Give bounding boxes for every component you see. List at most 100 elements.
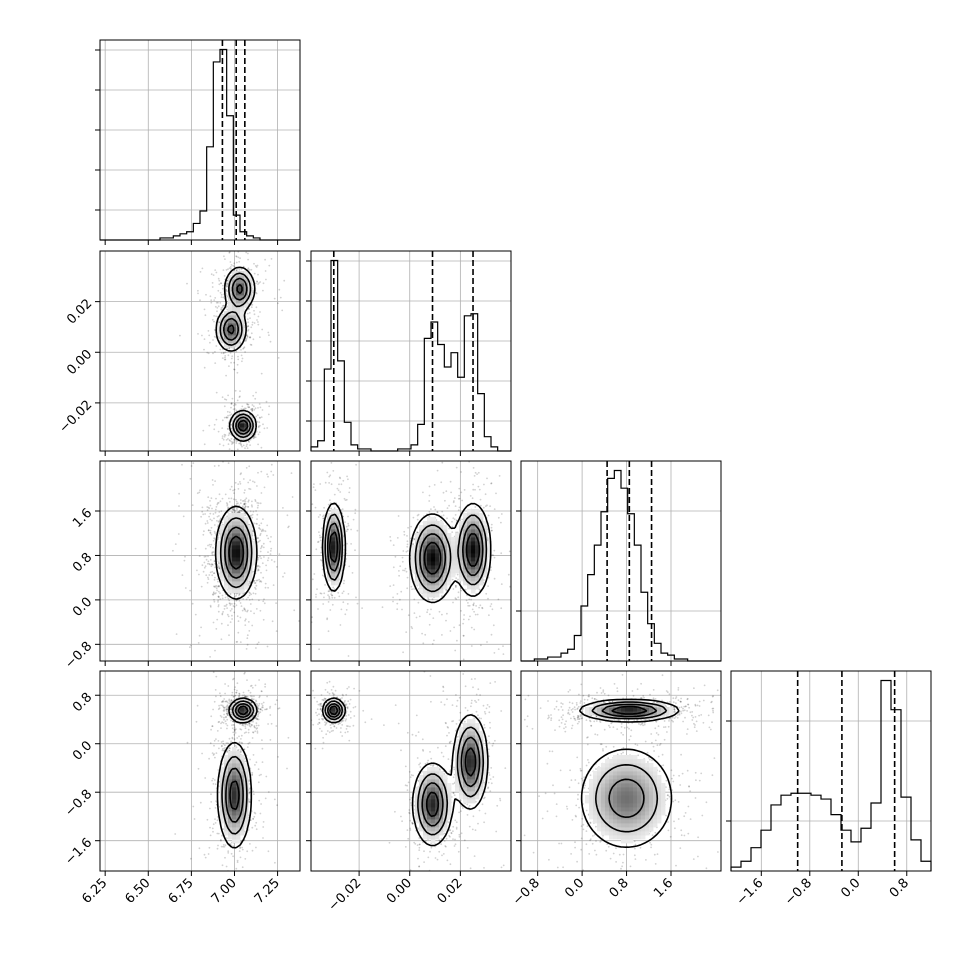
sample-point <box>249 336 252 338</box>
sample-point <box>253 436 256 438</box>
sample-point <box>322 408 324 410</box>
sample-point <box>491 554 494 556</box>
sample-point <box>223 304 226 307</box>
sample-point <box>444 499 446 502</box>
sample-point <box>261 328 264 331</box>
sample-point <box>468 598 471 601</box>
sample-point <box>245 598 248 601</box>
sample-point <box>253 481 256 484</box>
sample-point <box>353 411 355 413</box>
sample-point <box>454 597 457 599</box>
sample-point <box>203 308 206 311</box>
density-cell <box>248 435 253 440</box>
sample-point <box>245 243 247 245</box>
density-cell <box>228 581 233 586</box>
sample-point <box>250 268 253 271</box>
sample-point <box>392 596 394 599</box>
sample-point <box>242 598 245 600</box>
sample-point <box>242 408 245 410</box>
sample-point <box>256 518 258 520</box>
density-cell <box>228 585 233 590</box>
sample-point <box>214 566 216 569</box>
density-cell <box>232 275 237 280</box>
sample-point <box>228 439 231 441</box>
sample-point <box>215 584 217 587</box>
sample-point <box>204 314 207 317</box>
sample-point <box>252 437 255 440</box>
density-panel-p0-p1 <box>95 243 301 469</box>
sample-point <box>177 533 180 535</box>
sample-point <box>262 576 265 579</box>
sample-point <box>225 284 228 287</box>
sample-point <box>218 493 221 496</box>
sample-point <box>233 265 236 268</box>
density-cell <box>236 427 241 432</box>
sample-point <box>256 264 259 267</box>
sample-point <box>205 574 208 577</box>
sample-point <box>251 624 254 627</box>
sample-point <box>251 500 253 503</box>
sample-point <box>251 467 253 469</box>
sample-point <box>270 547 273 550</box>
sample-point <box>329 499 331 501</box>
sample-point <box>252 480 254 483</box>
density-cell <box>236 291 241 296</box>
sample-point <box>208 424 211 427</box>
sample-point <box>213 335 216 338</box>
density-cell <box>216 553 221 558</box>
sample-point <box>259 534 262 537</box>
density-cell <box>236 549 241 554</box>
density-cell <box>220 327 225 332</box>
sample-point <box>211 574 214 577</box>
hist-p1-frame <box>310 250 512 452</box>
sample-point <box>220 638 223 641</box>
sample-point <box>227 428 229 431</box>
sample-point <box>252 580 255 583</box>
density-cell <box>240 585 245 590</box>
sample-point <box>232 509 235 511</box>
sample-point <box>279 296 282 299</box>
sample-point <box>214 305 217 308</box>
sample-point <box>214 649 216 652</box>
sample-point <box>222 611 224 613</box>
sample-point <box>218 321 221 324</box>
sample-point <box>217 595 220 598</box>
sample-point <box>243 503 246 506</box>
sample-point <box>246 634 249 637</box>
sample-point <box>332 470 335 472</box>
density-cell <box>236 431 241 436</box>
sample-point <box>221 497 224 500</box>
sample-point <box>270 258 273 260</box>
sample-point <box>298 620 300 622</box>
sample-point <box>230 264 233 266</box>
sample-point <box>219 291 222 294</box>
sample-point <box>215 418 218 421</box>
sample-point <box>254 582 257 584</box>
panel-2-marks <box>311 408 511 661</box>
sample-point <box>228 448 231 450</box>
sample-point <box>233 509 236 512</box>
sample-point <box>235 255 238 258</box>
sample-point <box>247 506 250 508</box>
density-cell <box>228 513 233 518</box>
density-cell <box>224 553 229 558</box>
sample-point <box>277 357 280 359</box>
sample-point <box>183 559 186 562</box>
sample-point <box>402 569 404 572</box>
hist-p3-steps <box>730 679 932 871</box>
sample-point <box>212 484 214 486</box>
sample-point <box>210 563 213 566</box>
density-cell <box>248 525 253 530</box>
sample-point <box>257 569 259 572</box>
sample-point <box>456 531 459 534</box>
density-cell <box>244 517 249 522</box>
sample-point <box>469 495 472 497</box>
density-cell <box>240 513 245 518</box>
sample-point <box>460 471 462 473</box>
density-cell <box>236 319 241 324</box>
sample-point <box>219 348 222 351</box>
sample-point <box>222 269 225 271</box>
density-cell <box>240 577 245 582</box>
sample-point <box>267 586 269 589</box>
sample-point <box>347 593 350 595</box>
